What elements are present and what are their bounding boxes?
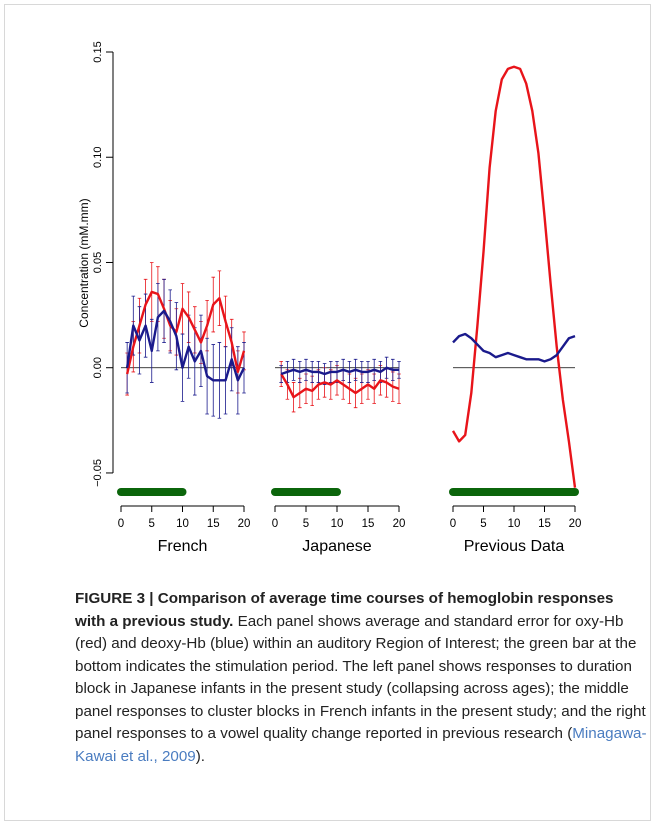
series-line [452,332,576,363]
x-tick-label: 20 [569,518,582,530]
series-line [125,309,246,382]
x-tick-label: 0 [118,518,124,530]
x-tick-label: 5 [480,518,486,530]
x-tick-label: 15 [362,518,375,530]
y-axis-label: Concentration (mM.mm) [77,198,91,327]
x-tick-label: 10 [508,518,521,530]
x-tick-label: 20 [238,518,251,530]
caption-text: Each panel shows average and standard er… [75,612,646,743]
y-tick-label: 0.05 [92,252,104,273]
y-tick-label: 0.00 [92,357,104,378]
caption-title: Comparison of average time courses of he… [75,590,614,630]
x-tick-label: 10 [331,518,344,530]
x-tick-label: 5 [303,518,309,530]
x-axis-label: Previous Data [464,538,565,555]
caption-label: FIGURE 3 | [75,590,154,607]
y-tick-label: 0.10 [92,147,104,168]
x-tick-label: 5 [149,518,155,530]
series-line [280,373,400,399]
series-line [451,65,577,488]
chart: Concentration (mM.mm) 0.15 0.10 0.05 0.00 −0… [77,41,582,555]
x-tick-label: 10 [176,518,189,530]
error-bar [242,342,246,394]
y-tick-label: 0.15 [92,41,104,62]
caption-end: ). [195,747,206,765]
x-tick-label: 0 [450,518,456,530]
x-tick-label: 0 [272,518,278,530]
x-tick-label: 20 [393,518,406,530]
figure-caption: FIGURE 3 | Comparison of average time co… [75,588,647,768]
x-axis-label: Japanese [302,538,371,555]
x-tick-label: 15 [207,518,220,530]
series-line [125,290,246,375]
x-tick-label: 15 [538,518,551,530]
y-tick-label: −0.05 [92,459,104,487]
x-axis-label: French [158,538,208,555]
series-line [280,366,399,376]
caption-link[interactable]: Minagawa-Kawai et al., 2009 [75,725,647,765]
figure-frame [4,4,651,821]
